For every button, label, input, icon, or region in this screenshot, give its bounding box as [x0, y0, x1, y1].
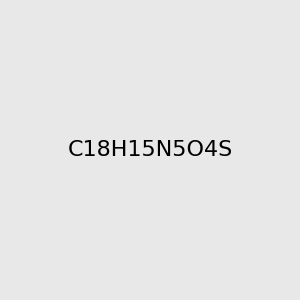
- Text: C18H15N5O4S: C18H15N5O4S: [68, 140, 232, 160]
